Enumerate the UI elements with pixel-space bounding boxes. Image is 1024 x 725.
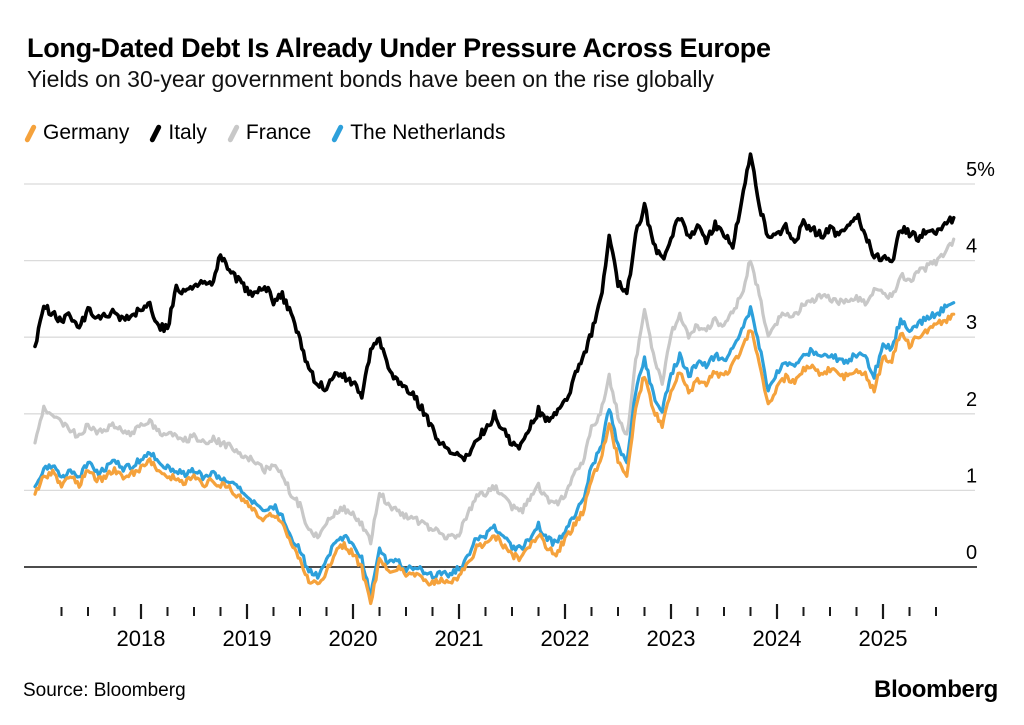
chart-title: Long-Dated Debt Is Already Under Pressur… [27, 33, 771, 63]
y-axis-label: 0 [966, 542, 977, 564]
x-axis-year-label: 2021 [435, 626, 484, 651]
series-line-france [33, 237, 956, 546]
legend-label: Italy [168, 121, 207, 144]
x-axis-year-label: 2018 [117, 626, 166, 651]
legend-slash-icon [149, 123, 163, 143]
yield-line-chart: 5% 4 3 2 1 0 2018 2019 2020 2021 2022 2023 2024 2025 [24, 152, 995, 651]
legend-item-germany: Germany [23, 121, 130, 145]
x-axis-year-label: 2022 [541, 626, 590, 651]
legend-label: Germany [43, 121, 130, 144]
x-axis-year-label: 2020 [329, 626, 378, 651]
legend-slash-icon [23, 123, 38, 143]
x-axis-year-label: 2025 [859, 626, 908, 651]
chart-legend: Germany Italy France The Netherlands [23, 121, 506, 145]
legend-slash-icon [226, 123, 240, 143]
x-axis-year-label: 2024 [753, 626, 802, 651]
legend-item-france: France [226, 121, 312, 145]
chart-subtitle: Yields on 30-year government bonds have … [27, 66, 715, 92]
legend-item-the-netherlands: The Netherlands [331, 121, 506, 145]
bloomberg-logo: Bloomberg [874, 676, 998, 703]
y-axis-label: 1 [966, 465, 977, 487]
source-label: Source: Bloomberg [23, 680, 186, 701]
y-axis-label: 4 [966, 236, 977, 258]
x-axis-year-label: 2023 [647, 626, 696, 651]
series-line-germany [33, 312, 956, 606]
series-line-the-netherlands [33, 301, 956, 598]
x-axis-year-label: 2019 [223, 626, 272, 651]
legend-slash-icon [331, 123, 345, 143]
series-line-italy [33, 152, 956, 463]
legend-label: The Netherlands [350, 121, 506, 144]
y-axis-label: 5% [966, 159, 995, 181]
y-axis-label: 2 [966, 389, 977, 411]
y-axis-label: 3 [966, 312, 977, 334]
legend-item-italy: Italy [149, 121, 207, 145]
legend-label: France [245, 121, 312, 144]
